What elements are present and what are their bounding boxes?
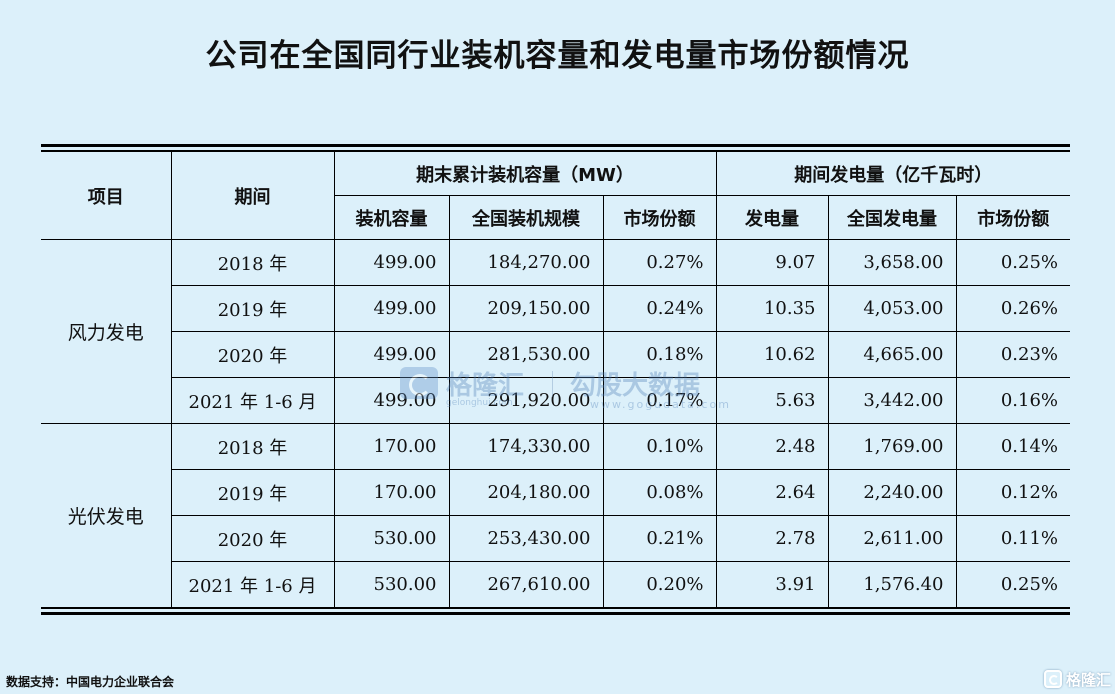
generation-share-cell: 0.25% (955, 239, 1071, 286)
capacity-share-cell: 0.20% (602, 561, 717, 608)
header-generation-share: 市场份额 (955, 195, 1071, 240)
generation-share-cell: 0.23% (955, 331, 1071, 378)
capacity-share-cell: 0.17% (602, 377, 717, 424)
national-generation-cell: 3,442.00 (827, 377, 957, 424)
period-cell: 2021 年 1-6 月 (171, 561, 335, 608)
national-generation-cell: 1,769.00 (827, 423, 957, 470)
category-cell-wind: 风力发电 (41, 239, 172, 424)
generation-cell: 9.07 (715, 239, 829, 286)
table-row: 2020 年 530.00 253,430.00 0.21% 2.78 2,61… (41, 515, 1071, 562)
generation-cell: 2.48 (715, 423, 829, 470)
category-cell-solar: 光伏发电 (41, 423, 172, 608)
table-header: 项目 期间 期末累计装机容量（MW） 期间发电量（亿千瓦时） 装机容量 全国装机… (41, 151, 1071, 240)
period-cell: 2020 年 (171, 515, 335, 562)
table-row: 2021 年 1-6 月 530.00 267,610.00 0.20% 3.9… (41, 561, 1071, 608)
capacity-cell: 170.00 (333, 423, 450, 470)
header-capacity: 装机容量 (334, 195, 450, 240)
generation-cell: 2.64 (715, 469, 829, 516)
national-capacity-cell: 281,530.00 (448, 331, 604, 378)
generation-cell: 3.91 (715, 561, 829, 608)
table-top-rule (41, 144, 1070, 151)
header-item: 项目 (41, 151, 172, 240)
generation-cell: 2.78 (715, 515, 829, 562)
header-group-capacity: 期末累计装机容量（MW） (333, 151, 717, 196)
generation-share-cell: 0.12% (955, 469, 1071, 516)
period-cell: 2018 年 (170, 239, 335, 286)
period-cell: 2019 年 (171, 285, 335, 332)
capacity-share-cell: 0.08% (602, 469, 717, 516)
capacity-cell: 499.00 (333, 285, 450, 332)
table-row: 2019 年 170.00 204,180.00 0.08% 2.64 2,24… (41, 469, 1071, 516)
capacity-cell: 499.00 (333, 377, 450, 424)
national-capacity-cell: 291,920.00 (448, 377, 604, 424)
national-capacity-cell: 209,150.00 (448, 285, 604, 332)
market-share-table-wrapper: 项目 期间 期末累计装机容量（MW） 期间发电量（亿千瓦时） 装机容量 全国装机… (41, 144, 1071, 615)
generation-cell: 5.63 (715, 377, 829, 424)
national-capacity-cell: 204,180.00 (448, 469, 604, 516)
period-cell: 2019 年 (171, 469, 335, 516)
capacity-cell: 170.00 (333, 469, 450, 516)
capacity-cell: 499.00 (333, 239, 450, 286)
header-capacity-share: 市场份额 (602, 195, 717, 240)
table-row: 光伏发电 2018 年 170.00 174,330.00 0.10% 2.48… (41, 423, 1071, 608)
generation-share-cell: 0.25% (955, 561, 1071, 608)
capacity-share-cell: 0.27% (602, 239, 717, 286)
table-bottom-rule (41, 608, 1070, 615)
header-national-generation: 全国发电量 (827, 195, 957, 240)
capacity-cell: 530.00 (333, 561, 450, 608)
national-generation-cell: 4,665.00 (827, 331, 957, 378)
national-generation-cell: 2,611.00 (827, 515, 957, 562)
generation-share-cell: 0.16% (955, 377, 1071, 424)
period-cell: 2020 年 (171, 331, 335, 378)
capacity-cell: 530.00 (333, 515, 450, 562)
national-generation-cell: 1,576.40 (827, 561, 957, 608)
page-title: 公司在全国同行业装机容量和发电量市场份额情况 (205, 38, 910, 74)
data-source-note: 数据支持：中国电力企业联合会 (6, 675, 175, 689)
table-row: 风力发电 2018 年 499.00 184,270.00 0.27% 9.07… (41, 239, 1071, 424)
national-capacity-cell: 253,430.00 (448, 515, 604, 562)
capacity-share-cell: 0.21% (602, 515, 717, 562)
footer-brand-label: 格隆汇 (1065, 670, 1111, 689)
national-generation-cell: 3,658.00 (827, 239, 957, 286)
market-share-table: 项目 期间 期末累计装机容量（MW） 期间发电量（亿千瓦时） 装机容量 全国装机… (41, 151, 1071, 608)
national-generation-cell: 4,053.00 (827, 285, 957, 332)
generation-share-cell: 0.14% (955, 423, 1071, 470)
period-cell: 2021 年 1-6 月 (171, 377, 335, 424)
footer-brand: 格隆汇 (1043, 668, 1111, 690)
national-capacity-cell: 184,270.00 (448, 239, 604, 286)
generation-share-cell: 0.11% (955, 515, 1071, 562)
table-row: 2019 年 499.00 209,150.00 0.24% 10.35 4,0… (41, 285, 1071, 332)
header-group-generation: 期间发电量（亿千瓦时） (715, 151, 1071, 196)
header-national-capacity: 全国装机规模 (448, 195, 604, 240)
period-cell: 2018 年 (170, 423, 335, 470)
capacity-cell: 499.00 (333, 331, 450, 378)
national-capacity-cell: 267,610.00 (448, 561, 604, 608)
capacity-share-cell: 0.18% (602, 331, 717, 378)
table-row: 2020 年 499.00 281,530.00 0.18% 10.62 4,6… (41, 331, 1071, 378)
national-capacity-cell: 174,330.00 (448, 423, 604, 470)
header-row-1: 项目 期间 期末累计装机容量（MW） 期间发电量（亿千瓦时） (41, 151, 1071, 240)
capacity-share-cell: 0.10% (602, 423, 717, 470)
generation-cell: 10.62 (715, 331, 829, 378)
generation-cell: 10.35 (715, 285, 829, 332)
gelonghui-brand-icon (1043, 670, 1062, 688)
header-period: 期间 (170, 151, 335, 240)
header-generation: 发电量 (715, 195, 829, 240)
table-body: 风力发电 2018 年 499.00 184,270.00 0.27% 9.07… (41, 239, 1071, 608)
national-generation-cell: 2,240.00 (827, 469, 957, 516)
capacity-share-cell: 0.24% (602, 285, 717, 332)
generation-share-cell: 0.26% (955, 285, 1071, 332)
table-row: 2021 年 1-6 月 499.00 291,920.00 0.17% 5.6… (41, 377, 1071, 424)
